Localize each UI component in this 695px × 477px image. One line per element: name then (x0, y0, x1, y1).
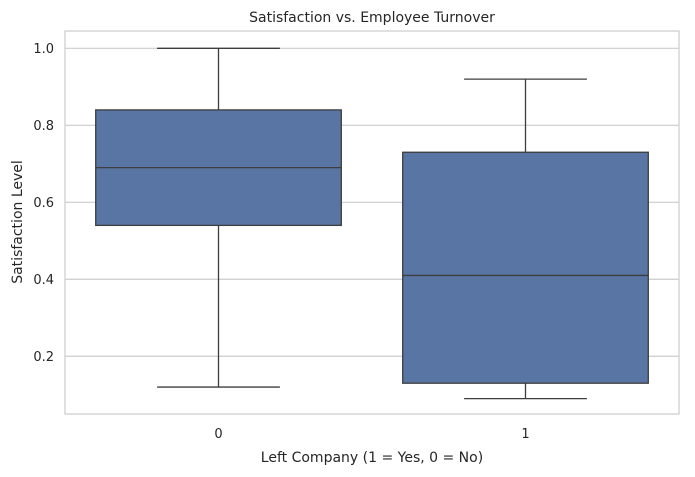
y-tick-label: 0.2 (33, 350, 54, 365)
x-tick-label: 0 (214, 427, 222, 442)
iqr-box (402, 151, 649, 384)
box-group (402, 78, 649, 400)
plot-frame (64, 30, 680, 415)
y-axis-label: Satisfaction Level (10, 160, 26, 284)
box-group (95, 47, 342, 388)
y-tick-label: 0.4 (33, 273, 54, 288)
tick-labels: 0.2 0.4 0.6 0.8 1.0 0 1 (33, 42, 529, 442)
y-tick-label: 0.6 (33, 196, 54, 211)
y-tick-label: 1.0 (33, 42, 54, 57)
x-axis-label: Left Company (1 = Yes, 0 = No) (261, 450, 483, 466)
boxes (95, 47, 649, 400)
chart-title: Satisfaction vs. Employee Turnover (249, 10, 495, 26)
y-tick-label: 0.8 (33, 119, 54, 134)
x-tick-label: 1 (521, 427, 529, 442)
